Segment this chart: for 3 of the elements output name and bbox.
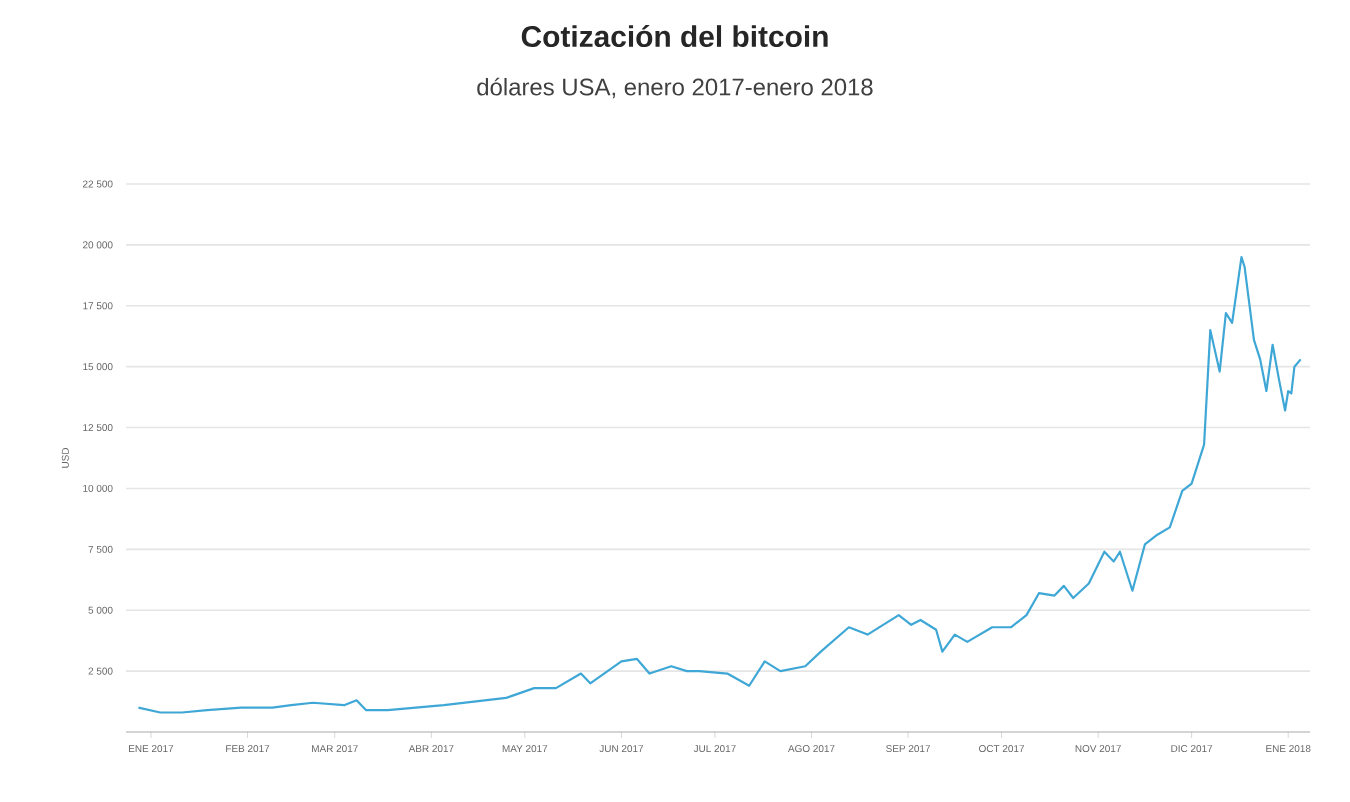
line-series xyxy=(137,255,1302,714)
chart-title: Cotización del bitcoin xyxy=(521,24,828,48)
chart-subtitle: dólares USA, enero 2017-enero 2018 xyxy=(477,77,873,99)
